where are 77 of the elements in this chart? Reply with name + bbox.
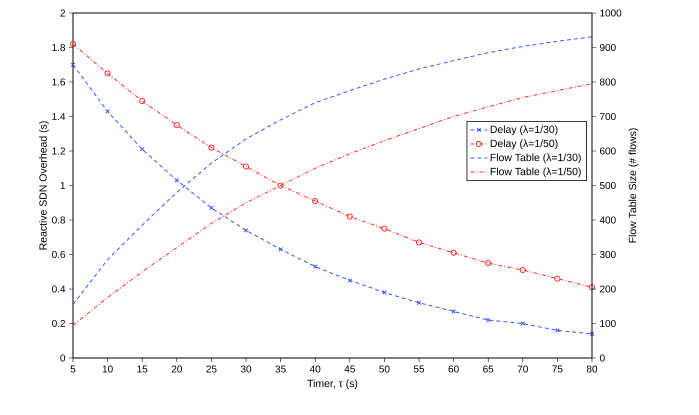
point — [174, 122, 180, 128]
y-tick-label: 1 — [60, 182, 66, 189]
point — [381, 226, 388, 232]
point — [590, 332, 594, 336]
x-axis-title: Timer, τ (s) — [307, 379, 358, 390]
point — [278, 247, 283, 252]
point — [278, 182, 284, 189]
x-tick-label: 70 — [518, 366, 528, 373]
point — [451, 309, 456, 314]
x-tick-label: 35 — [275, 366, 286, 373]
y-tick-label: 0.4 — [52, 285, 66, 293]
y2-tick-label: 500 — [600, 182, 616, 190]
y2-axis-title: Flow Table Size (# flows) — [628, 128, 638, 242]
y-axis-title: Reactive SDN Overhead (s) — [39, 121, 49, 250]
point — [70, 62, 76, 68]
y2-tick-label: 100 — [600, 320, 616, 328]
y2-tick-label: 600 — [600, 147, 616, 155]
y-tick-label: 0.2 — [52, 320, 65, 328]
point — [346, 214, 353, 220]
y2-tick-label: 400 — [600, 216, 616, 224]
x-tick-label: 10 — [102, 366, 113, 373]
x-tick-label: 30 — [240, 366, 252, 373]
x-tick-label: 55 — [414, 366, 424, 372]
y2-tick-label: 0 — [600, 354, 605, 362]
point — [105, 109, 110, 114]
x-tick-label: 60 — [448, 366, 459, 373]
y2-tick-label: 800 — [600, 78, 616, 86]
point — [450, 250, 457, 256]
point — [104, 70, 111, 76]
x-tick-label: 65 — [483, 366, 494, 373]
point — [140, 146, 144, 152]
point — [416, 300, 422, 306]
x-tick-label: 5 — [70, 366, 76, 372]
point — [70, 41, 76, 48]
y-tick-label: 0.6 — [52, 250, 66, 258]
y-tick-label: 0 — [60, 354, 66, 362]
point — [588, 284, 596, 290]
point — [242, 163, 250, 170]
x-tick-label: 15 — [137, 366, 148, 372]
y2-tick-label: 900 — [600, 44, 616, 52]
x-tick-label: 50 — [379, 366, 390, 373]
point — [485, 260, 492, 266]
x-tick-label: 75 — [552, 366, 563, 372]
point — [555, 328, 560, 333]
point — [209, 206, 214, 210]
y2-tick-label: 700 — [600, 112, 616, 120]
y-tick-label: 1.2 — [52, 148, 65, 154]
point — [416, 239, 422, 246]
point — [312, 264, 318, 269]
y-tick-label: 2 — [60, 10, 65, 16]
point — [312, 198, 318, 204]
point — [244, 228, 248, 233]
x-tick-label: 40 — [310, 366, 320, 373]
point — [382, 290, 387, 295]
y-tick-label: 1.6 — [52, 78, 66, 86]
point — [520, 321, 526, 326]
point — [520, 266, 526, 274]
y-tick-label: 1.4 — [52, 113, 66, 120]
point — [554, 276, 560, 282]
point — [348, 278, 352, 283]
legend-label: Flow Table (λ=1/50) — [490, 168, 581, 178]
y-tick-label: 0.8 — [52, 216, 66, 224]
y-tick-label: 1.8 — [52, 44, 66, 52]
y2-tick-label: 1000 — [600, 9, 622, 17]
x-tick-label: 20 — [172, 366, 182, 373]
legend-label: Delay (λ=1/50) — [490, 139, 558, 150]
y2-tick-label: 200 — [600, 285, 616, 293]
point — [174, 178, 180, 183]
point — [486, 318, 490, 322]
point — [208, 144, 214, 151]
x-tick-label: 45 — [344, 366, 355, 372]
x-tick-label: 25 — [206, 366, 217, 373]
legend-label: Flow Table (λ=1/30) — [490, 153, 581, 164]
legend-label: Delay (λ=1/30) — [490, 125, 558, 136]
point — [139, 98, 146, 104]
x-tick-label: 80 — [586, 366, 598, 373]
y2-tick-label: 300 — [600, 250, 616, 258]
